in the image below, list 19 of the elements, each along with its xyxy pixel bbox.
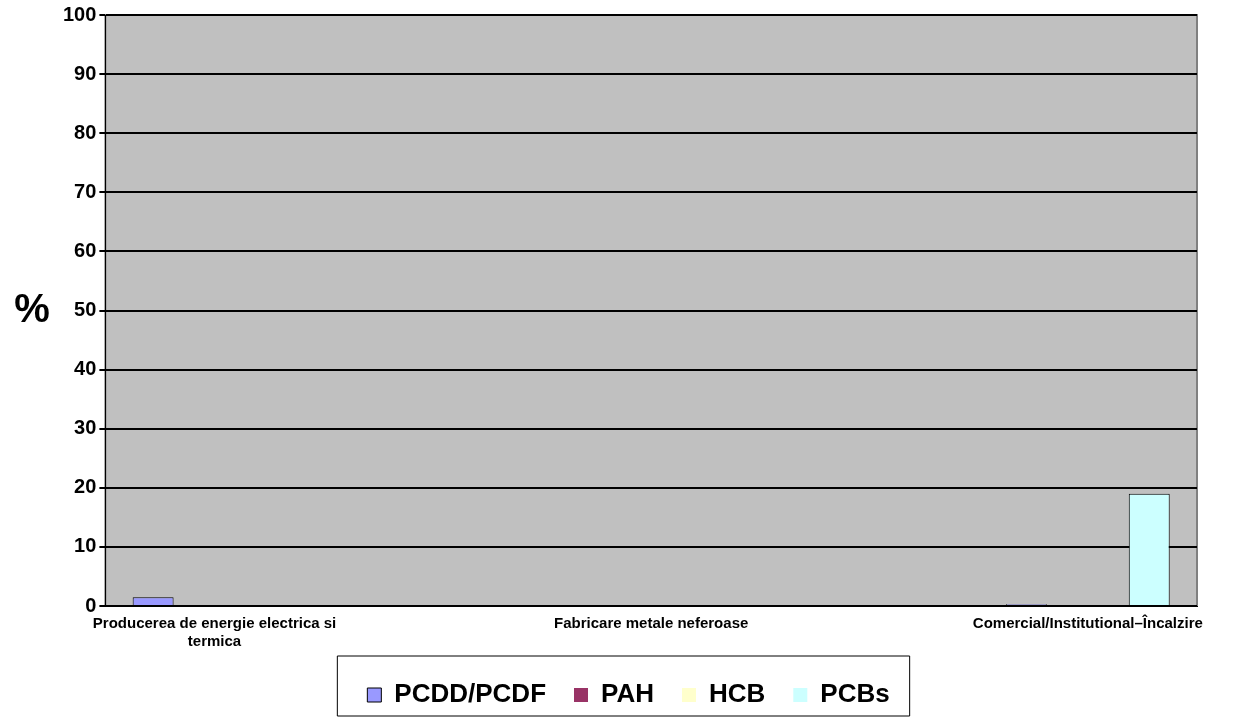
y-tick-label: 100 — [62, 2, 97, 25]
y-tick-label: 20 — [74, 475, 97, 498]
x-tick-label: Comercial/Institutional–Încalzire — [972, 614, 1203, 632]
y-tick-label: 0 — [85, 593, 97, 616]
y-axis-title: % — [14, 285, 50, 330]
y-tick-label: 90 — [74, 61, 97, 84]
y-tick-label: 80 — [74, 120, 97, 143]
y-tick-label: 30 — [74, 416, 97, 439]
y-tick-label: 60 — [74, 238, 97, 261]
x-tick-label: Producerea de energie electrica si termica — [92, 614, 337, 650]
legend-label: PAH — [601, 678, 654, 709]
y-tick-label: 10 — [74, 534, 97, 557]
y-tick-label: 40 — [74, 357, 97, 380]
legend-label: PCBs — [820, 678, 890, 709]
y-tick-label: 70 — [74, 179, 97, 202]
legend-label: HCB — [708, 678, 766, 709]
x-tick-label: Fabricare metale neferoase — [554, 614, 749, 632]
legend-label: PCDD/PCDF — [394, 678, 547, 709]
y-tick-label: 50 — [74, 298, 97, 321]
